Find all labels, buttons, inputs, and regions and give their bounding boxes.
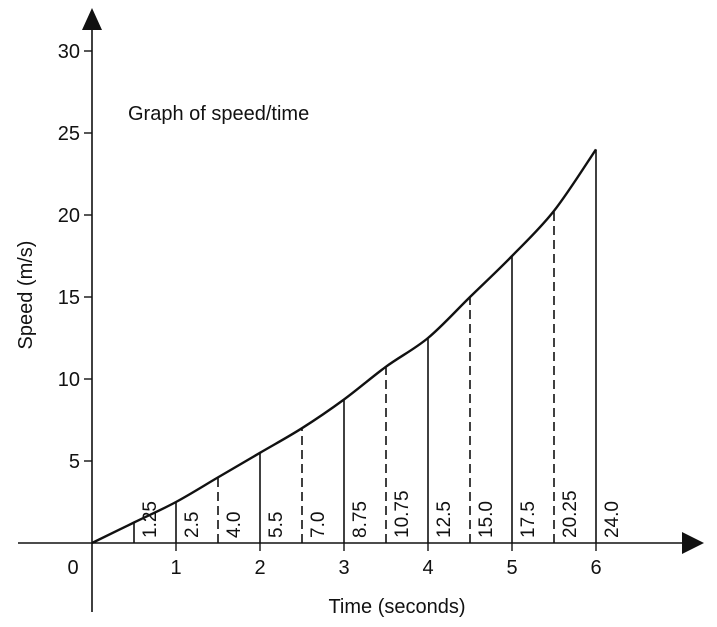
ordinate-value-label: 1.25 xyxy=(140,501,161,538)
speed-curve xyxy=(91,148,597,545)
y-axis-title: Speed (m/s) xyxy=(15,241,37,350)
ordinate-value-label: 17.5 xyxy=(518,501,539,538)
ordinate-value-label: 7.0 xyxy=(308,512,329,538)
y-tick-label: 5 xyxy=(69,451,80,473)
ordinate-value-label: 12.5 xyxy=(434,501,455,538)
x-tick-label: 1 xyxy=(170,557,181,579)
ordinate-value-label: 10.75 xyxy=(392,490,413,538)
x-axis-title: Time (seconds) xyxy=(328,596,465,618)
y-tick-label: 20 xyxy=(58,205,80,227)
ordinate-value-label: 20.25 xyxy=(560,490,581,538)
ordinate-value-label: 24.0 xyxy=(602,501,623,538)
ordinate-value-label: 2.5 xyxy=(182,512,203,538)
x-tick-label: 6 xyxy=(590,557,601,579)
x-axis-arrow-icon xyxy=(682,532,704,554)
y-tick-label: 10 xyxy=(58,369,80,391)
ordinate-value-label: 5.5 xyxy=(266,512,287,538)
y-tick-label: 25 xyxy=(58,123,80,145)
ordinate-value-label: 15.0 xyxy=(476,501,497,538)
chart-title: Graph of speed/time xyxy=(128,103,309,125)
x-tick-label: 4 xyxy=(422,557,433,579)
y-axis-arrow-icon xyxy=(82,8,102,30)
data-labels-layer: 1.25 2.5 4.0 5.5 7.0 8.75 10.75 12.5 15.0 17.5 20.… xyxy=(140,490,623,538)
ordinate-value-label: 8.75 xyxy=(350,501,371,538)
x-tick-label: 5 xyxy=(506,557,517,579)
x-tick-label: 2 xyxy=(254,557,265,579)
ordinate-value-label: 4.0 xyxy=(224,512,245,538)
origin-label: 0 xyxy=(67,557,78,579)
ordinates-layer xyxy=(133,149,597,543)
axes-layer: 0 1 2 3 4 5 6 5 10 15 20 25 30 xyxy=(18,8,704,612)
y-tick-label: 15 xyxy=(58,287,80,309)
y-tick-label: 30 xyxy=(58,41,80,63)
x-tick-label: 3 xyxy=(338,557,349,579)
